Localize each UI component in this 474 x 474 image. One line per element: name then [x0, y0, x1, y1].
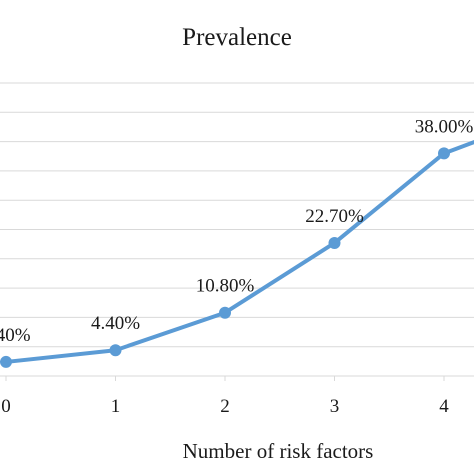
data-point	[438, 147, 450, 160]
data-label: 22.70%	[305, 206, 364, 227]
data-label: 4.40%	[91, 313, 140, 334]
x-tick-labels: 012345	[1, 396, 449, 417]
data-label: 38.00%	[415, 116, 474, 137]
series-group: 2.40% 4.40% 10.80% 22.70% 38.00%	[0, 116, 474, 368]
x-tick-label: 3	[330, 396, 340, 417]
data-point	[328, 236, 341, 249]
data-point	[0, 355, 12, 368]
x-tick-label: 0	[1, 396, 11, 417]
x-tick-label: 4	[439, 396, 449, 417]
data-point	[219, 306, 231, 319]
x-axis-label: Number of risk factors	[183, 439, 374, 463]
x-tick-label: 2	[220, 396, 230, 417]
data-label: 10.80%	[196, 276, 255, 297]
series-line	[4, 139, 474, 364]
gridlines	[0, 82, 474, 381]
x-tick-label: 1	[111, 396, 121, 417]
chart-title: Prevalence	[182, 24, 292, 51]
data-point	[109, 344, 122, 357]
data-label: 2.40%	[0, 325, 31, 346]
